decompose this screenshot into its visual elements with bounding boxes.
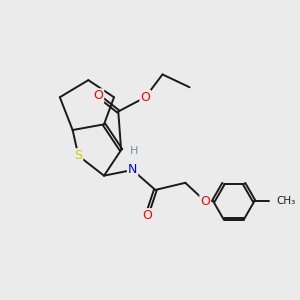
Text: O: O [140, 91, 150, 104]
Text: O: O [93, 89, 103, 102]
Text: CH₃: CH₃ [277, 196, 296, 206]
Text: N: N [128, 164, 137, 176]
Text: S: S [74, 149, 83, 162]
Text: H: H [130, 146, 138, 156]
Text: O: O [200, 195, 210, 208]
Text: O: O [142, 209, 152, 222]
